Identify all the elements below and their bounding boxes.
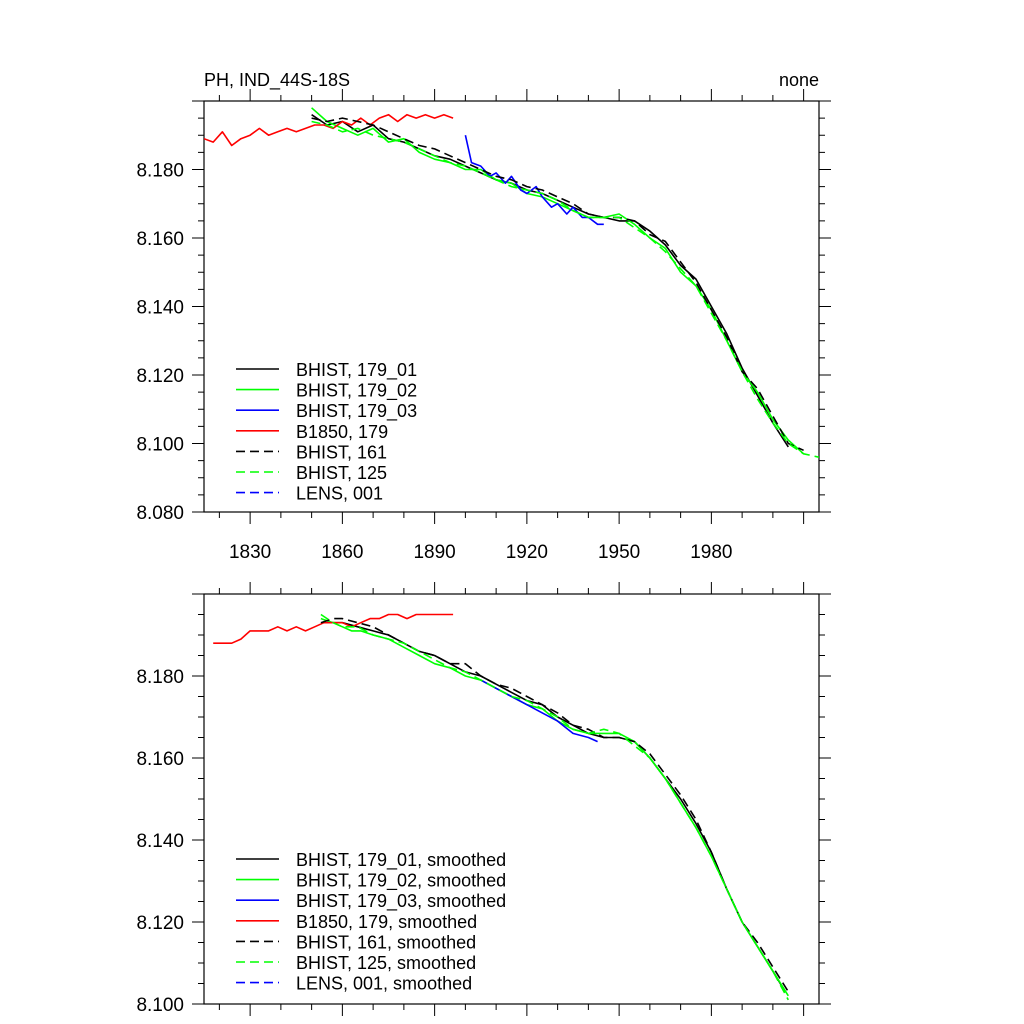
x-tick-label: 1890 (413, 542, 455, 563)
legend-label: BHIST, 179_01 (296, 360, 417, 381)
series-line-3 (480, 679, 598, 743)
y-tick-label: 8.120 (136, 913, 184, 934)
legend-label: BHIST, 179_02 (296, 381, 417, 402)
series-group (204, 107, 819, 458)
y-tick-label: 8.100 (136, 995, 184, 1016)
y-tick-label: 8.160 (136, 749, 184, 770)
x-tick-label: 1860 (321, 542, 363, 563)
y-tick-label: 8.120 (136, 366, 184, 387)
series-line-6 (311, 120, 819, 458)
legend-label: BHIST, 179_03, smoothed (296, 891, 506, 912)
chart-title: PH, IND_44S-18S (204, 70, 350, 91)
series-line-5 (311, 117, 804, 452)
y-tick-label: 8.140 (136, 831, 184, 852)
legend-label: BHIST, 179_02, smoothed (296, 871, 506, 892)
x-tick-label: 1950 (598, 542, 640, 563)
legend-label: LENS, 001, smoothed (296, 974, 472, 994)
legend-label: BHIST, 125 (296, 463, 387, 483)
legend-label: BHIST, 179_01, smoothed (296, 850, 506, 871)
x-tick-label: 1980 (690, 542, 732, 563)
series-line-4 (204, 113, 454, 147)
chart-right-title: none (779, 70, 819, 90)
legend-label: BHIST, 125, smoothed (296, 953, 476, 973)
x-tick-label: 1830 (229, 542, 271, 563)
legend-label: B1850, 179, smoothed (296, 912, 477, 932)
y-tick-label: 8.180 (136, 161, 184, 182)
x-tick-label: 1920 (506, 542, 548, 563)
legend-label: BHIST, 179_03 (296, 401, 417, 422)
legend-label: LENS, 001 (296, 484, 383, 504)
legend-label: BHIST, 161, smoothed (296, 932, 476, 952)
y-tick-label: 8.100 (136, 435, 184, 456)
y-tick-label: 8.180 (136, 667, 184, 688)
y-tick-label: 8.080 (136, 503, 184, 524)
series-line-6 (320, 613, 790, 1001)
y-tick-label: 8.140 (136, 298, 184, 319)
y-tick-label: 8.160 (136, 229, 184, 250)
legend-label: BHIST, 161 (296, 442, 387, 462)
series-line-4 (213, 613, 454, 645)
chart-panel-2: 8.100 8.120 8.140 8.160 8.180 BHIST, 179_01, … (136, 582, 831, 1016)
series-group (213, 613, 790, 1001)
legend-label: B1850, 179 (296, 422, 388, 442)
series-line-5 (320, 617, 789, 993)
chart-panel-1: 8.080 8.100 8.120 8.140 8.160 8.180 1830 1860 18… (136, 89, 831, 563)
